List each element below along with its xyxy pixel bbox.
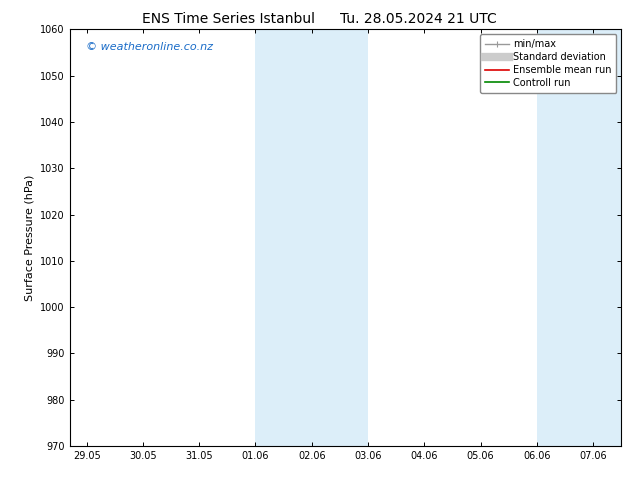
Text: ENS Time Series Istanbul: ENS Time Series Istanbul (142, 12, 314, 26)
Legend: min/max, Standard deviation, Ensemble mean run, Controll run: min/max, Standard deviation, Ensemble me… (480, 34, 616, 93)
Text: © weatheronline.co.nz: © weatheronline.co.nz (86, 42, 213, 52)
Bar (537, 29, 621, 446)
Text: Tu. 28.05.2024 21 UTC: Tu. 28.05.2024 21 UTC (340, 12, 497, 26)
Y-axis label: Surface Pressure (hPa): Surface Pressure (hPa) (25, 174, 35, 301)
Bar (256, 29, 368, 446)
